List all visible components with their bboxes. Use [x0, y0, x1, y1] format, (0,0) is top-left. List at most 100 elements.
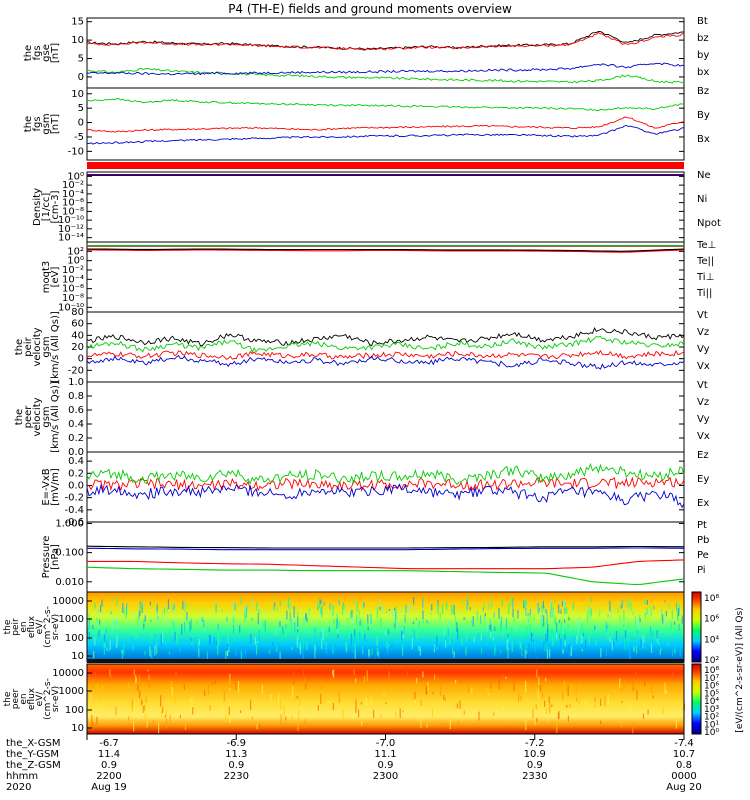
- spectrogram-pixel: [550, 609, 552, 618]
- time-row-value: Aug 20: [666, 782, 701, 793]
- spectrogram-pixel: [341, 649, 343, 654]
- spectrogram-pixel: [149, 601, 151, 606]
- spectrogram-pixel: [293, 672, 295, 685]
- spectrogram-pixel: [110, 675, 112, 679]
- spectrogram-pixel: [568, 617, 570, 621]
- spectrogram-pixel: [543, 615, 545, 627]
- spectrogram-pixel: [145, 716, 147, 720]
- spectrogram-pixel: [386, 610, 388, 614]
- spectrogram-pixel: [171, 606, 173, 612]
- spectrogram-pixel: [371, 648, 373, 656]
- spectrogram-pixel: [422, 610, 424, 620]
- y-axis-label: eV/: [35, 691, 45, 707]
- spectrogram-pixel: [379, 606, 381, 611]
- spectrogram-pixel: [121, 650, 124, 661]
- spectrogram-pixel: [456, 703, 458, 709]
- spectrogram-pixel: [542, 614, 544, 617]
- spectrogram-pixel: [192, 707, 194, 715]
- spectrogram-pixel: [293, 606, 295, 618]
- spectrogram-pixel: [219, 632, 221, 643]
- spectrogram-pixel: [235, 648, 237, 656]
- spectrogram-pixel: [638, 620, 640, 630]
- spectrogram-pixel: [624, 640, 626, 650]
- spectrogram-pixel: [352, 614, 354, 624]
- spectrogram-pixel: [291, 647, 293, 650]
- spectrogram-pixel: [182, 600, 184, 610]
- y-tick-label: 0.0: [68, 480, 84, 491]
- spectrogram-pixel: [481, 647, 483, 654]
- legend-vt: Vt: [697, 310, 708, 321]
- spectrogram-pixel: [244, 648, 247, 655]
- spectrogram-pixel: [109, 669, 111, 676]
- spectrogram-pixel: [533, 614, 535, 621]
- spectrogram-pixel: [508, 632, 510, 641]
- y-axis-label: peer: [11, 688, 21, 709]
- spectrogram-pixel: [522, 650, 524, 656]
- spectrogram-pixel: [486, 688, 488, 693]
- legend-ne: Ne: [697, 170, 711, 181]
- spectrogram-pixel: [511, 628, 513, 639]
- spectrogram-pixel: [513, 680, 515, 692]
- y-tick-label: 1000: [59, 686, 84, 697]
- spectrogram-pixel: [151, 649, 153, 660]
- spectrogram-pixel: [200, 618, 202, 625]
- spectrogram-pixel: [529, 623, 531, 631]
- spectrogram-pixel: [143, 619, 145, 626]
- spectrogram-pixel: [473, 693, 475, 700]
- spectrogram-pixel: [463, 710, 465, 716]
- series-line-bx: [86, 125, 685, 145]
- spectrogram-pixel: [282, 635, 284, 642]
- spectrogram-pixel: [283, 705, 285, 717]
- spectrogram-pixel: [181, 623, 183, 635]
- legend-te: Te⊥: [696, 240, 716, 251]
- spectrogram-pixel: [525, 600, 527, 609]
- spectrogram-pixel: [139, 601, 141, 610]
- y-axis-label: E=-VxB: [41, 468, 52, 505]
- spectrogram-pixel: [576, 635, 578, 644]
- spectrogram-pixel: [620, 604, 622, 609]
- spectrogram-pixel: [354, 633, 356, 645]
- spectrogram-pixel: [160, 634, 162, 647]
- spectrogram-pixel: [207, 685, 210, 695]
- spectrogram-pixel: [416, 678, 418, 684]
- series-line-by: [86, 98, 685, 112]
- spectrogram-pixel: [577, 631, 579, 640]
- spectrogram-pixel: [250, 617, 252, 622]
- spectrogram-pixel: [562, 624, 564, 634]
- spectrogram-pixel: [117, 620, 119, 623]
- spectrogram-pixel: [482, 634, 484, 643]
- spectrogram-pixel: [97, 605, 99, 616]
- spectrogram-pixel: [525, 680, 527, 693]
- spectrogram-pixel: [508, 639, 510, 651]
- spectrogram-pixel: [174, 619, 176, 625]
- spectrogram-pixel: [359, 620, 361, 626]
- spectrogram-pixel: [101, 599, 103, 607]
- y-tick-label: 10: [71, 651, 84, 662]
- spectrogram-pixel: [282, 630, 284, 634]
- spectrogram-pixel: [632, 611, 634, 616]
- spectrogram-pixel: [636, 689, 638, 700]
- spectrogram-pixel: [439, 613, 441, 619]
- spectrogram-pixel: [316, 602, 319, 607]
- spectrogram-pixel: [251, 716, 254, 720]
- spectrogram-pixel: [664, 615, 666, 626]
- spectrogram-pixel: [658, 642, 660, 645]
- spectrogram-pixel: [215, 603, 217, 613]
- spectrogram-pixel: [611, 640, 613, 651]
- spectrogram-pixel: [594, 625, 596, 631]
- spectrogram-pixel: [532, 708, 534, 718]
- spectrogram-pixel: [363, 675, 366, 683]
- spectrogram-pixel: [191, 638, 193, 642]
- spectrogram-pixel: [653, 606, 655, 610]
- spectrogram-pixel: [650, 606, 652, 618]
- y-tick-label: 0: [78, 118, 84, 129]
- spectrogram-pixel: [412, 627, 414, 633]
- spectrogram-pixel: [476, 628, 478, 635]
- spectrogram-pixel: [402, 710, 404, 713]
- spectrogram-pixel: [457, 720, 459, 726]
- colorbar-peer-gradient: [691, 663, 702, 735]
- spectrogram-pixel: [186, 611, 188, 621]
- spectrogram-pixel: [574, 686, 576, 693]
- spectrogram-pixel: [137, 618, 139, 627]
